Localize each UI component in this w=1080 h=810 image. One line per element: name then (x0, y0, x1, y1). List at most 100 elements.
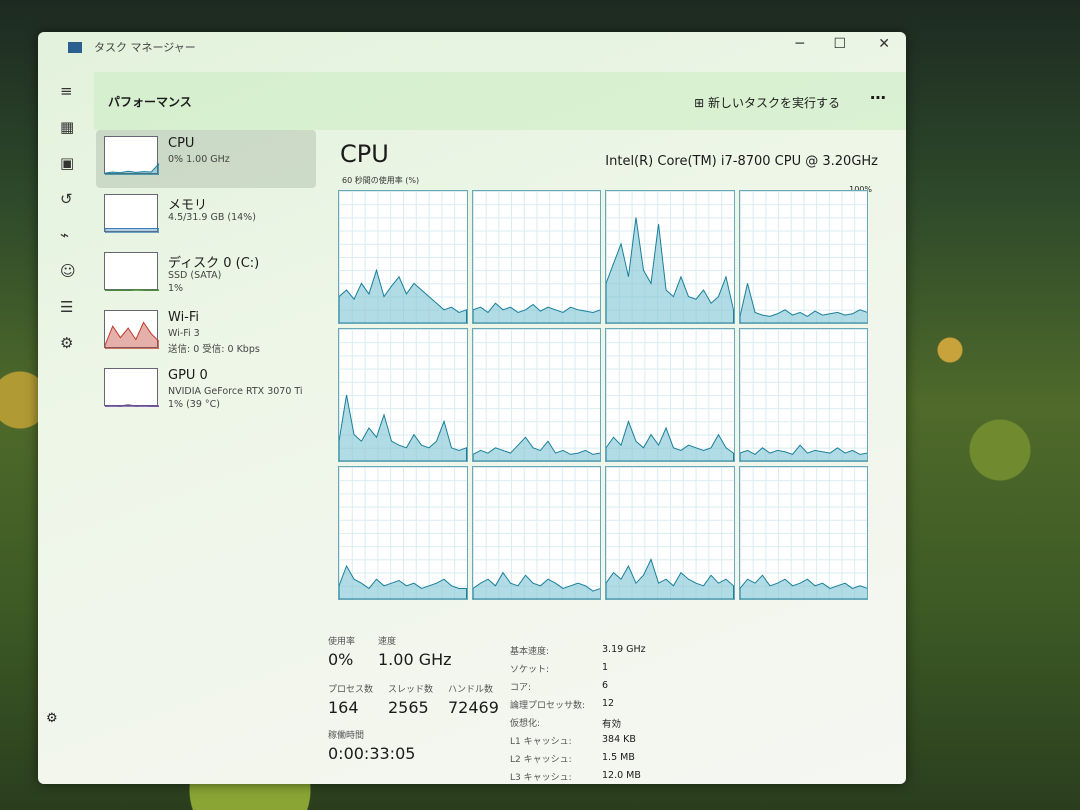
app-icon (68, 41, 82, 53)
spec-label: 基本速度: (510, 647, 550, 657)
core-graph (605, 466, 735, 600)
details-icon[interactable]: ☰ (60, 298, 74, 316)
cpu-title: CPU (340, 140, 389, 168)
graph-label: 60 秒間の使用率 (%) (342, 176, 420, 185)
minimize-button[interactable]: ─ (795, 36, 804, 52)
spec-value: 12 (602, 698, 615, 709)
spec-value: 有効 (602, 719, 622, 730)
core-graph (471, 328, 601, 462)
core-usage-area (606, 217, 734, 323)
core-usage-area (472, 437, 600, 461)
core-usage-area (739, 445, 867, 461)
resource-item[interactable]: メモリ 4.5/31.9 GB (14%) (96, 188, 316, 246)
spec-value: 3.19 GHz (602, 644, 646, 655)
resource-sub1: 0% 1.00 GHz (168, 154, 230, 165)
resource-item[interactable]: GPU 0 NVIDIA GeForce RTX 3070 Ti 1% (39 … (96, 362, 316, 420)
spec-value: 6 (602, 680, 609, 691)
core-usage-area (472, 573, 600, 599)
spec-label: ソケット: (510, 665, 550, 675)
resource-name: ディスク 0 (C:) (168, 256, 260, 271)
threads-value: 2565 (388, 698, 429, 717)
core-graph (471, 466, 601, 600)
core-graph (605, 190, 735, 324)
resource-name: CPU (168, 136, 195, 151)
maximize-button[interactable]: ☐ (833, 36, 846, 52)
users-icon[interactable]: ☺ (60, 262, 76, 280)
spec-label: コア: (510, 683, 532, 693)
cpu-panel: CPU Intel(R) Core(TM) i7-8700 CPU @ 3.20… (328, 130, 882, 784)
resource-sub1: SSD (SATA) (168, 270, 222, 281)
more-options-button[interactable]: ⋯ (870, 88, 886, 107)
resource-thumbnail (104, 368, 160, 408)
processes-label: プロセス数 (328, 685, 374, 695)
services-icon[interactable]: ⚙ (60, 334, 74, 352)
uptime-label: 稼働時間 (328, 731, 365, 741)
close-button[interactable]: ✕ (878, 36, 890, 52)
processes-icon[interactable]: ▦ (60, 118, 75, 136)
resource-thumbnail (104, 194, 160, 234)
core-usage-area (739, 283, 867, 323)
speed-value: 1.00 GHz (378, 650, 452, 669)
resource-sub1: NVIDIA GeForce RTX 3070 Ti (168, 386, 303, 397)
new-task-button[interactable]: ⊞ 新しいタスクを実行する (694, 94, 840, 111)
resource-sub2: 1% (168, 283, 184, 294)
core-graph (338, 190, 468, 324)
core-usage-area (339, 395, 467, 461)
core-graph (605, 328, 735, 462)
app-history-icon[interactable]: ↺ (60, 190, 73, 208)
new-task-label: 新しいタスクを実行する (707, 96, 840, 110)
core-graph (738, 466, 868, 600)
startup-icon[interactable]: ⌁ (60, 226, 70, 244)
core-graph (471, 190, 601, 324)
resource-thumbnail (104, 310, 160, 350)
resource-name: メモリ (168, 198, 208, 213)
resource-sub1: Wi-Fi 3 (168, 328, 200, 339)
nav-rail: ≡ ▦ ▣ ↺ ⌁ ☺ ☰ ⚙ (38, 72, 94, 784)
processes-value: 164 (328, 698, 359, 717)
core-graph (338, 328, 468, 462)
core-usage-area (472, 303, 600, 323)
uptime-value: 0:00:33:05 (328, 744, 416, 763)
core-usage-area (339, 566, 467, 599)
resource-sub2: 1% (39 °C) (168, 399, 220, 410)
spec-label: L1 キャッシュ: (510, 737, 572, 747)
handles-value: 72469 (448, 698, 499, 717)
spec-value: 384 KB (602, 734, 636, 745)
spec-label: L3 キャッシュ: (510, 773, 572, 783)
core-usage-area (606, 559, 734, 599)
cpu-model: Intel(R) Core(TM) i7-8700 CPU @ 3.20GHz (605, 154, 878, 169)
task-manager-window: タスク マネージャー ─ ☐ ✕ ≡ ▦ ▣ ↺ ⌁ ☺ ☰ ⚙ ⚙ パフォーマ… (38, 32, 906, 784)
run-task-icon: ⊞ (694, 96, 708, 110)
resource-item[interactable]: ディスク 0 (C:) SSD (SATA) 1% (96, 246, 316, 304)
resource-sub2: 送信: 0 受信: 0 Kbps (168, 344, 260, 355)
spec-label: 仮想化: (510, 719, 541, 729)
page-title: パフォーマンス (108, 94, 192, 109)
spec-value: 12.0 MB (602, 770, 641, 781)
resource-thumbnail (104, 136, 160, 176)
core-usage-area (606, 421, 734, 461)
usage-value: 0% (328, 650, 354, 669)
resource-sub1: 4.5/31.9 GB (14%) (168, 212, 256, 223)
resource-name: Wi-Fi (168, 310, 200, 325)
core-graph (338, 466, 468, 600)
core-usage-area (339, 270, 467, 323)
handles-label: ハンドル数 (448, 685, 494, 695)
resource-item[interactable]: Wi-Fi Wi-Fi 3 送信: 0 受信: 0 Kbps (96, 304, 316, 362)
resource-item[interactable]: CPU 0% 1.00 GHz (96, 130, 316, 188)
spec-label: L2 キャッシュ: (510, 755, 572, 765)
resource-name: GPU 0 (168, 368, 208, 383)
resource-thumbnail (104, 252, 160, 292)
core-graph (738, 328, 868, 462)
resource-list: CPU 0% 1.00 GHz メモリ 4.5/31.9 GB (14%) ディ… (96, 130, 316, 420)
performance-icon[interactable]: ▣ (60, 154, 75, 172)
speed-label: 速度 (378, 637, 397, 647)
menu-icon[interactable]: ≡ (60, 82, 73, 100)
spec-value: 1.5 MB (602, 752, 635, 763)
settings-icon[interactable]: ⚙ (46, 711, 58, 726)
page-header: パフォーマンス ⊞ 新しいタスクを実行する ⋯ (94, 72, 906, 130)
title-bar: タスク マネージャー (38, 32, 906, 62)
usage-label: 使用率 (328, 637, 356, 647)
core-usage-area (739, 575, 867, 599)
window-title: タスク マネージャー (94, 41, 196, 54)
threads-label: スレッド数 (388, 685, 434, 695)
